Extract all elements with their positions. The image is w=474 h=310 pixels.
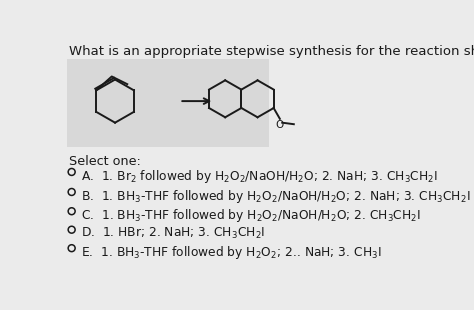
Text: O: O: [276, 120, 284, 131]
Text: B.  1. BH$_3$-THF followed by H$_2$O$_2$/NaOH/H$_2$O; 2. NaH; 3. CH$_3$CH$_2$I: B. 1. BH$_3$-THF followed by H$_2$O$_2$/…: [81, 188, 470, 205]
Text: Select one:: Select one:: [69, 155, 140, 168]
Text: E.  1. BH$_3$-THF followed by H$_2$O$_2$; 2.. NaH; 3. CH$_3$I: E. 1. BH$_3$-THF followed by H$_2$O$_2$;…: [81, 244, 382, 261]
Text: What is an appropriate stepwise synthesis for the reaction shown?: What is an appropriate stepwise synthesi…: [69, 45, 474, 58]
FancyBboxPatch shape: [67, 59, 268, 147]
Text: D.  1. HBr; 2. NaH; 3. CH$_3$CH$_2$I: D. 1. HBr; 2. NaH; 3. CH$_3$CH$_2$I: [81, 226, 265, 241]
Text: A.  1. Br$_2$ followed by H$_2$O$_2$/NaOH/H$_2$O; 2. NaH; 3. CH$_3$CH$_2$I: A. 1. Br$_2$ followed by H$_2$O$_2$/NaOH…: [81, 168, 438, 185]
Text: C.  1. BH$_3$-THF followed by H$_2$O$_2$/NaOH/H$_2$O; 2. CH$_3$CH$_2$I: C. 1. BH$_3$-THF followed by H$_2$O$_2$/…: [81, 207, 421, 224]
